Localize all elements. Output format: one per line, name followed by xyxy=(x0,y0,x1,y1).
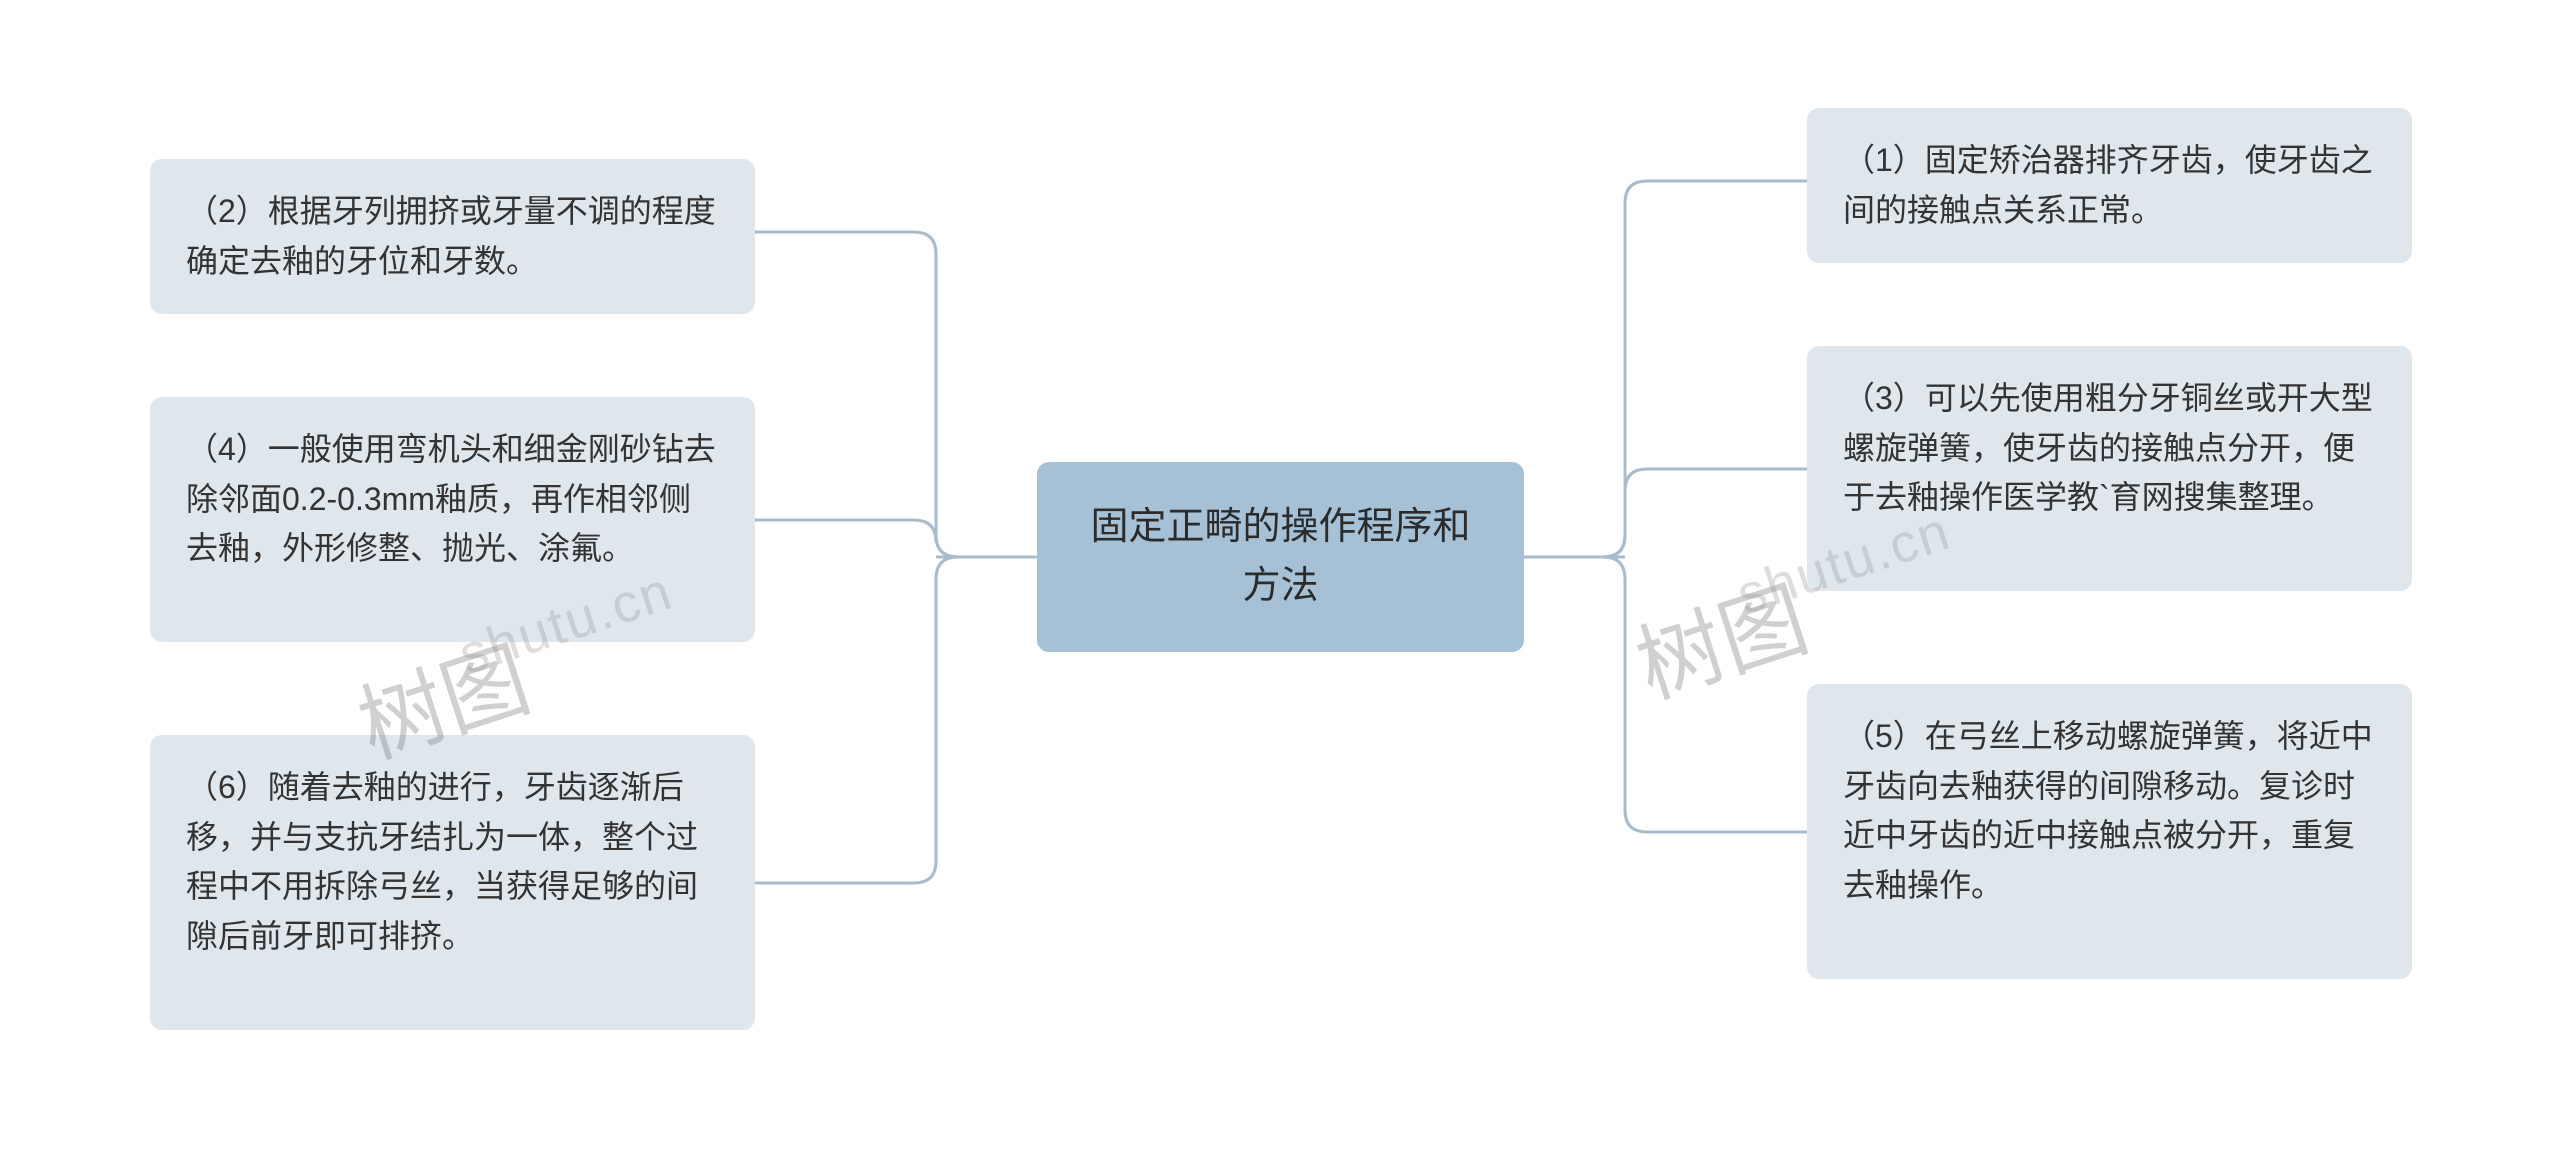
left-item-1-text: （2）根据牙列拥挤或牙量不调的程度确定去釉的牙位和牙数。 xyxy=(186,193,716,279)
left-item-1: （2）根据牙列拥挤或牙量不调的程度确定去釉的牙位和牙数。 xyxy=(150,159,755,314)
right-item-1-text: （1）固定矫治器排齐牙齿，使牙齿之间的接触点关系正常。 xyxy=(1843,142,2373,228)
left-item-2: （4）一般使用弯机头和细金刚砂钻去除邻面0.2-0.3mm釉质，再作相邻侧去釉，… xyxy=(150,397,755,642)
watermark-2-big: 树图 xyxy=(1626,572,1819,716)
left-item-2-text: （4）一般使用弯机头和细金刚砂钻去除邻面0.2-0.3mm釉质，再作相邻侧去釉，… xyxy=(186,431,716,566)
center-topic: 固定正畸的操作程序和方法 xyxy=(1037,462,1524,652)
right-item-1: （1）固定矫治器排齐牙齿，使牙齿之间的接触点关系正常。 xyxy=(1807,108,2412,263)
mindmap-canvas: 固定正畸的操作程序和方法 （2）根据牙列拥挤或牙量不调的程度确定去釉的牙位和牙数… xyxy=(0,0,2560,1161)
left-item-3-text: （6）随着去釉的进行，牙齿逐渐后移，并与支抗牙结扎为一体，整个过程中不用拆除弓丝… xyxy=(186,769,698,954)
left-item-3: （6）随着去釉的进行，牙齿逐渐后移，并与支抗牙结扎为一体，整个过程中不用拆除弓丝… xyxy=(150,735,755,1030)
right-item-2-text: （3）可以先使用粗分牙铜丝或开大型螺旋弹簧，使牙齿的接触点分开，便于去釉操作医学… xyxy=(1843,380,2373,515)
right-item-3-text: （5）在弓丝上移动螺旋弹簧，将近中牙齿向去釉获得的间隙移动。复诊时近中牙齿的近中… xyxy=(1843,718,2373,903)
right-item-3: （5）在弓丝上移动螺旋弹簧，将近中牙齿向去釉获得的间隙移动。复诊时近中牙齿的近中… xyxy=(1807,684,2412,979)
right-item-2: （3）可以先使用粗分牙铜丝或开大型螺旋弹簧，使牙齿的接触点分开，便于去釉操作医学… xyxy=(1807,346,2412,591)
center-topic-text: 固定正畸的操作程序和方法 xyxy=(1073,498,1488,616)
